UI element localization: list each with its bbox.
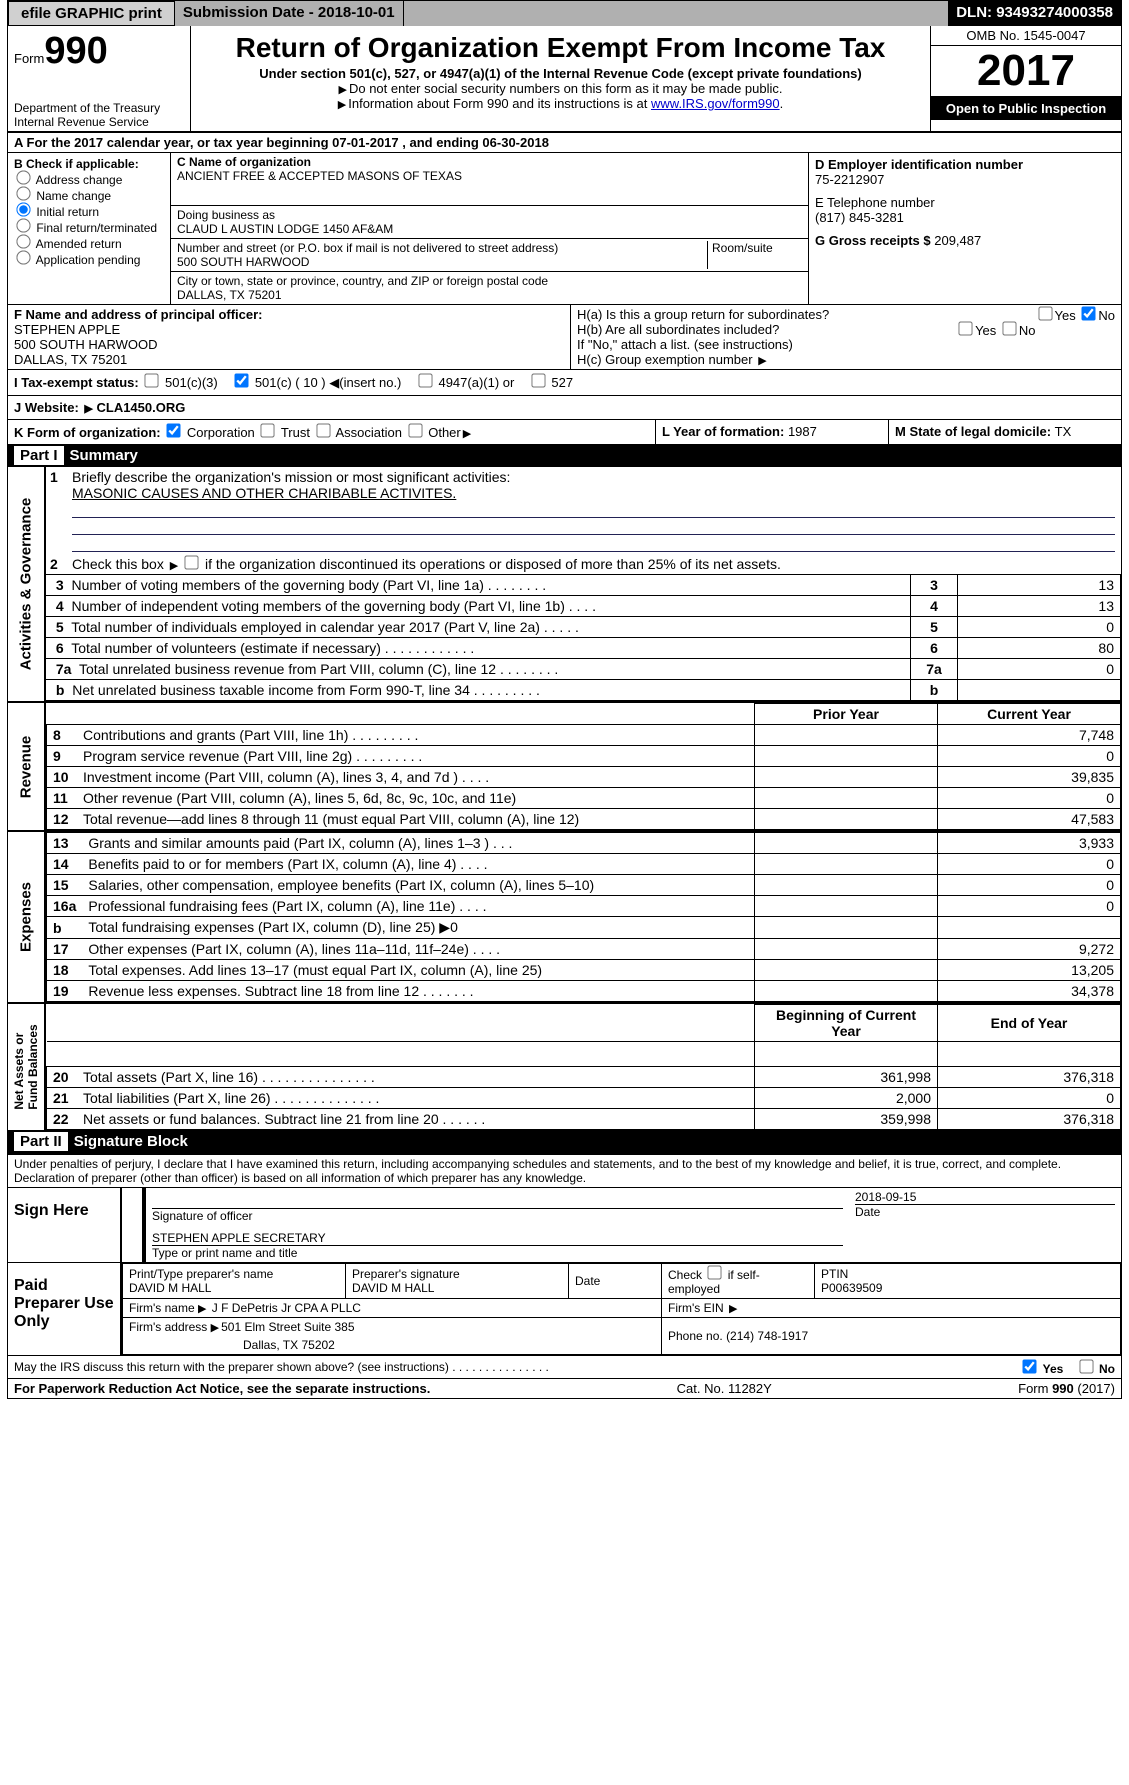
sig-date: 2018-09-15: [855, 1190, 1115, 1205]
city-state-zip: DALLAS, TX 75201: [177, 288, 802, 302]
cb-assoc[interactable]: [316, 423, 330, 437]
section-d: D Employer identification number 75-2212…: [809, 153, 1121, 304]
dln-label: DLN: 93493274000358: [948, 1, 1121, 26]
preparer-name: DAVID M HALL: [129, 1281, 339, 1295]
hb-no[interactable]: [1002, 321, 1016, 335]
cb-other[interactable]: [408, 423, 422, 437]
part-2-header: Part IISignature Block: [8, 1130, 1121, 1153]
firm-name: J F DePetris Jr CPA A PLLC: [212, 1301, 361, 1315]
cb-discontinued[interactable]: [184, 555, 198, 569]
form-number: 990: [44, 30, 107, 72]
expenses-section: Expenses 13Grants and similar amounts pa…: [8, 832, 1121, 1004]
firm-addr: 501 Elm Street Suite 385: [221, 1320, 354, 1334]
cb-trust[interactable]: [261, 423, 275, 437]
cb-application-pending[interactable]: [16, 250, 30, 264]
cb-self-employed[interactable]: [708, 1265, 722, 1279]
cb-initial-return[interactable]: [16, 202, 30, 216]
line-k: K Form of organization: Corporation Trus…: [8, 420, 1121, 444]
irs-link[interactable]: www.IRS.gov/form990: [651, 96, 780, 111]
form-title: Return of Organization Exempt From Incom…: [199, 32, 922, 64]
firm-city: Dallas, TX 75202: [123, 1336, 662, 1355]
section-b: B Check if applicable: Address change Na…: [8, 153, 171, 304]
ein: 75-2212907: [815, 172, 1115, 187]
org-name: ANCIENT FREE & ACCEPTED MASONS OF TEXAS: [177, 169, 802, 183]
form-label: Form: [14, 51, 44, 66]
header: Form990 Department of the Treasury Inter…: [8, 26, 1121, 133]
revenue-section: Revenue Prior YearCurrent Year 8Contribu…: [8, 703, 1121, 832]
warn-1: Do not enter social security numbers on …: [349, 81, 783, 96]
section-f: F Name and address of principal officer:…: [8, 305, 571, 369]
section-h: H(a) Is this a group return for subordin…: [571, 305, 1121, 369]
telephone: (817) 845-3281: [815, 210, 1115, 225]
part-1-header: Part ISummary: [8, 444, 1121, 467]
line-j: J Website: CLA1450.ORG: [8, 396, 1121, 420]
firm-phone: (214) 748-1917: [726, 1329, 808, 1343]
section-c: C Name of organization ANCIENT FREE & AC…: [171, 153, 809, 304]
governance-table: 3 Number of voting members of the govern…: [46, 574, 1121, 701]
form-subtitle: Under section 501(c), 527, or 4947(a)(1)…: [199, 66, 922, 81]
form-990-page: efile GRAPHIC print Submission Date - 20…: [7, 0, 1122, 1399]
warn-2: Information about Form 990 and its instr…: [348, 96, 651, 111]
paid-preparer-label: Paid Preparer Use Only: [8, 1263, 122, 1355]
officer-name: STEPHEN APPLE: [14, 322, 564, 337]
signature-block: Under penalties of perjury, I declare th…: [8, 1153, 1121, 1378]
year-formation: 1987: [788, 424, 817, 439]
street-address: 500 SOUTH HARWOOD: [177, 255, 707, 269]
print-button[interactable]: efile GRAPHIC print: [8, 1, 175, 26]
officer-sig-name: STEPHEN APPLE SECRETARY: [152, 1231, 843, 1246]
period-line: A For the 2017 calendar year, or tax yea…: [8, 133, 1121, 153]
cb-501c[interactable]: [235, 373, 249, 387]
open-to-public: Open to Public Inspection: [931, 97, 1121, 120]
discuss-no[interactable]: [1079, 1359, 1093, 1373]
cb-corp[interactable]: [167, 423, 181, 437]
dba: CLAUD L AUSTIN LODGE 1450 AF&AM: [177, 222, 802, 236]
ha-no[interactable]: [1082, 306, 1096, 320]
ha-yes[interactable]: [1038, 306, 1052, 320]
tax-year: 2017: [931, 46, 1121, 97]
mission: MASONIC CAUSES AND OTHER CHARIBABLE ACTI…: [72, 485, 456, 501]
cb-527[interactable]: [531, 373, 545, 387]
activities-governance: Activities & Governance 1 Briefly descri…: [8, 467, 1121, 703]
dept-line-1: Department of the Treasury: [14, 101, 184, 115]
submission-date: Submission Date - 2018-10-01: [175, 1, 404, 26]
cb-amended-return[interactable]: [16, 234, 30, 248]
ptin: P00639509: [821, 1281, 1114, 1295]
cb-final-return[interactable]: [16, 218, 30, 232]
cb-4947[interactable]: [418, 373, 432, 387]
hb-yes[interactable]: [958, 321, 972, 335]
footer: For Paperwork Reduction Act Notice, see …: [8, 1378, 1121, 1398]
domicile-state: TX: [1055, 424, 1072, 439]
website: CLA1450.ORG: [96, 400, 185, 415]
net-assets-section: Net Assets orFund Balances Beginning of …: [8, 1004, 1121, 1130]
dept-line-2: Internal Revenue Service: [14, 115, 184, 129]
gross-receipts: 209,487: [934, 233, 981, 248]
discuss-yes[interactable]: [1023, 1359, 1037, 1373]
topbar: efile GRAPHIC print Submission Date - 20…: [8, 1, 1121, 26]
cb-address-change[interactable]: [16, 170, 30, 184]
omb-number: OMB No. 1545-0047: [931, 26, 1121, 46]
cb-501c3[interactable]: [145, 373, 159, 387]
preparer-sig: DAVID M HALL: [352, 1281, 562, 1295]
cb-name-change[interactable]: [16, 186, 30, 200]
line-i: I Tax-exempt status: 501(c)(3) 501(c) ( …: [8, 370, 1121, 396]
